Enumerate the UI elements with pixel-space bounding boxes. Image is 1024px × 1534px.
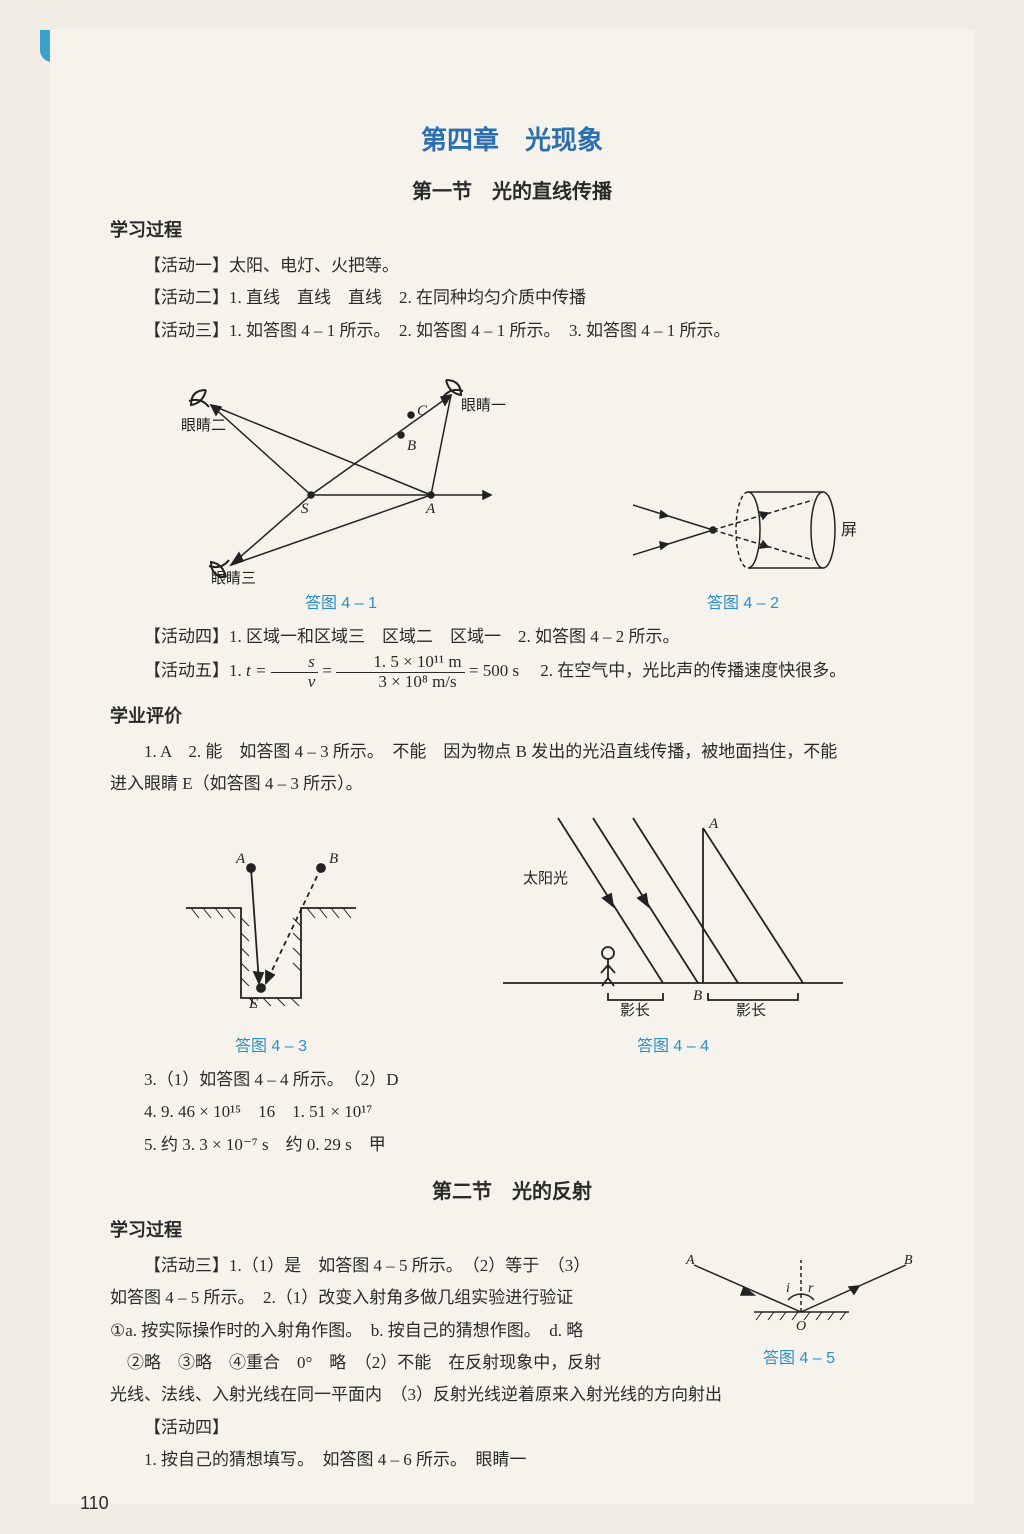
section1-sub2: 学业评价 — [110, 702, 914, 728]
fig43-svg: A B E — [171, 838, 371, 1028]
a5-mid: = — [323, 661, 333, 680]
fig43-B: B — [329, 851, 338, 867]
fig44-shadow2: 影长 — [736, 1002, 766, 1019]
a5-t: t = — [246, 661, 266, 680]
a5-frac1-den: v — [271, 673, 319, 692]
s2-a3d: ②略 ③略 ④重合 0° 略 （2）不能 在反射现象中，反射 — [110, 1347, 672, 1379]
page-number: 110 — [80, 1493, 109, 1514]
fig45-A: A — [685, 1253, 695, 1268]
s2-a3a: 【活动三】1.（1）是 如答图 4 – 5 所示。 （2）等于 （3） — [110, 1250, 672, 1282]
q3: 3.（1）如答图 4 – 4 所示。 （2）D — [110, 1064, 914, 1096]
activity1: 【活动一】太阳、电灯、火把等。 — [110, 250, 914, 282]
a5-frac2: 1. 5 × 10¹¹ m 3 × 10⁸ m/s — [336, 653, 464, 691]
a5-frac1-num: s — [271, 653, 319, 673]
section2-sub1: 学习过程 — [110, 1216, 914, 1242]
fig41-B: B — [407, 438, 416, 454]
s2-a3b: 如答图 4 – 5 所示。 2.（1）改变入射角多做几组实验进行验证 — [110, 1282, 672, 1314]
fig43-A: A — [235, 851, 246, 867]
section1-title: 第一节 光的直线传播 — [110, 175, 914, 204]
a5-frac1: s v — [271, 653, 319, 691]
s2-a3c: ①a. 按实际操作时的入射角作图。 b. 按自己的猜想作图。 d. 略 — [110, 1315, 672, 1347]
fig41-S: S — [301, 501, 309, 517]
activity2: 【活动二】1. 直线 直线 直线 2. 在同种均匀介质中传播 — [110, 282, 914, 314]
a5-frac2-num: 1. 5 × 10¹¹ m — [336, 653, 464, 673]
fig44-caption: 答图 4 – 4 — [493, 1032, 853, 1056]
fig45-caption: 答图 4 – 5 — [684, 1344, 914, 1368]
chapter-title: 第四章 光现象 — [110, 120, 914, 157]
fig41-caption: 答图 4 – 1 — [161, 589, 521, 613]
figure-row-2: A B E 答图 4 – 3 — [110, 808, 914, 1056]
figure-4-3: A B E 答图 4 – 3 — [171, 838, 371, 1056]
fig44-sun: 太阳光 — [523, 870, 568, 887]
a5-pre: 【活动五】1. — [144, 661, 246, 680]
fig45-B: B — [904, 1253, 913, 1268]
q1-2-b: 进入眼睛 E（如答图 4 – 3 所示）。 — [110, 768, 914, 800]
a5-frac2-den: 3 × 10⁸ m/s — [336, 673, 464, 692]
section2-text-col: 【活动三】1.（1）是 如答图 4 – 5 所示。 （2）等于 （3） 如答图 … — [110, 1250, 672, 1379]
a5-tail: 2. 在空气中，光比声的传播速度快很多。 — [523, 661, 846, 680]
s2-a4-1: 1. 按自己的猜想填写。 如答图 4 – 6 所示。 眼睛一 — [110, 1444, 914, 1476]
fig42-svg: 屏 — [623, 475, 863, 585]
fig45-r: r — [808, 1281, 814, 1296]
fig41-eye3: 眼睛三 — [211, 570, 256, 585]
fig43-E: E — [248, 996, 258, 1012]
section2-title: 第二节 光的反射 — [110, 1175, 914, 1204]
fig42-screen: 屏 — [841, 522, 857, 539]
section1-sub1: 学习过程 — [110, 216, 914, 242]
fig42-caption: 答图 4 – 2 — [623, 589, 863, 613]
figure-4-1: 眼睛一 眼睛二 眼睛三 S A B C 答图 4 – 1 — [161, 355, 521, 613]
q5: 5. 约 3. 3 × 10⁻⁷ s 约 0. 29 s 甲 — [110, 1129, 914, 1161]
q1-2-a: 1. A 2. 能 如答图 4 – 3 所示。 不能 因为物点 B 发出的光沿直… — [110, 736, 914, 768]
fig44-B: B — [693, 988, 702, 1004]
s2-a4-head: 【活动四】 — [110, 1412, 914, 1444]
fig44-A: A — [708, 816, 719, 832]
a5-end: = 500 s — [469, 661, 519, 680]
s2-a3e: 光线、法线、入射光线在同一平面内 （3）反射光线逆着原来入射光线的方向射出 — [110, 1379, 914, 1411]
figure-row-1: 眼睛一 眼睛二 眼睛三 S A B C 答图 4 – 1 — [110, 355, 914, 613]
fig43-caption: 答图 4 – 3 — [171, 1032, 371, 1056]
fig45-svg: A B O i r — [684, 1250, 914, 1340]
fig44-svg: A B 太阳光 影长 影长 — [493, 808, 853, 1028]
fig45-O: O — [796, 1319, 806, 1334]
fig41-eye1: 眼睛一 — [461, 397, 506, 414]
fig45-i: i — [786, 1281, 790, 1296]
fig44-shadow1: 影长 — [620, 1002, 650, 1019]
section2-body-wrap: 【活动三】1.（1）是 如答图 4 – 5 所示。 （2）等于 （3） 如答图 … — [110, 1250, 914, 1379]
fig41-svg: 眼睛一 眼睛二 眼睛三 S A B C — [161, 355, 521, 585]
figure-4-5: A B O i r 答图 4 – 5 — [684, 1250, 914, 1368]
activity4: 【活动四】1. 区域一和区域三 区域二 区域一 2. 如答图 4 – 2 所示。 — [110, 621, 914, 653]
fig41-C: C — [417, 403, 428, 419]
q4: 4. 9. 46 × 10¹⁵ 16 1. 51 × 10¹⁷ — [110, 1096, 914, 1128]
figure-4-4: A B 太阳光 影长 影长 答图 4 – 4 — [493, 808, 853, 1056]
page-content: 第四章 光现象 第一节 光的直线传播 学习过程 【活动一】太阳、电灯、火把等。 … — [50, 30, 974, 1504]
figure-4-2: 屏 答图 4 – 2 — [623, 475, 863, 613]
fig41-eye2: 眼睛二 — [181, 417, 226, 434]
activity5: 【活动五】1. t = s v = 1. 5 × 10¹¹ m 3 × 10⁸ … — [110, 653, 914, 691]
fig41-A: A — [425, 501, 436, 517]
activity3: 【活动三】1. 如答图 4 – 1 所示。 2. 如答图 4 – 1 所示。 3… — [110, 315, 914, 347]
